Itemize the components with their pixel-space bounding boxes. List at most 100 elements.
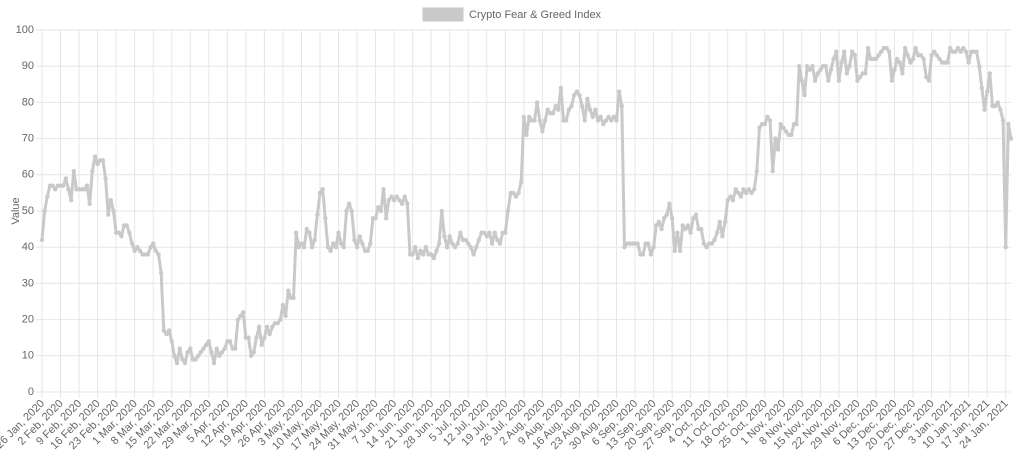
data-point [646,241,651,246]
legend-label[interactable]: Crypto Fear & Greed Index [469,9,602,21]
data-point [582,118,587,123]
data-point [116,230,121,235]
y-tick-label: 50 [22,205,34,217]
data-point [733,187,738,192]
data-point [50,183,55,188]
data-point [616,89,622,94]
data-point [905,53,910,58]
y-tick-label: 40 [22,241,34,253]
legend-swatch[interactable] [422,7,464,22]
data-point [781,125,786,130]
data-point [206,339,211,344]
data-point [222,346,227,351]
data-point [1000,118,1006,123]
data-point [45,194,50,199]
data-point [892,67,897,73]
data-point [537,118,542,123]
y-tick-label: 100 [16,24,34,36]
data-point [511,190,516,196]
data-point [601,121,606,127]
data-point [516,190,521,196]
data-point [648,252,654,257]
data-point [677,248,683,254]
data-point [966,60,971,65]
data-point [669,216,675,221]
data-point [844,71,850,76]
data-point [550,111,556,116]
data-point [619,103,625,109]
data-point [842,49,847,54]
data-point [198,349,204,355]
data-point [259,342,264,348]
data-point [521,114,527,120]
data-point [783,129,789,134]
data-point [855,78,860,83]
data-point [744,190,749,196]
data-point [953,49,958,54]
data-point [736,190,741,196]
data-point [484,234,489,239]
data-point [53,187,58,192]
data-point [934,53,940,58]
data-point [622,245,627,250]
y-tick-label: 0 [28,386,34,398]
y-tick-label: 90 [22,60,34,72]
data-point [135,245,140,250]
data-point [834,49,839,54]
data-point [111,208,116,214]
data-point [542,118,548,123]
data-point [341,245,347,250]
data-point [654,223,659,228]
data-point [532,118,537,123]
data-point [476,237,482,243]
data-point [383,216,389,221]
data-point [926,78,932,83]
data-point [913,45,918,51]
data-point [352,237,357,243]
data-point [571,92,577,98]
data-point [577,92,582,98]
data-point [368,241,373,246]
data-point [331,241,336,246]
data-point [233,346,238,351]
data-point [579,103,585,109]
data-point [524,132,529,138]
data-point [863,71,868,76]
data-point [317,190,323,196]
data-point [566,107,572,112]
data-point [873,56,879,62]
data-point [717,219,722,225]
data-point [299,241,304,246]
data-point [728,194,733,199]
data-point [84,183,90,188]
data-point [92,154,98,159]
data-point [775,147,781,152]
data-point [394,194,399,199]
data-point [71,168,76,174]
data-point [338,241,344,246]
data-point [828,67,834,73]
data-point [315,212,320,217]
data-point [172,353,177,358]
data-point [150,241,156,246]
data-point [270,324,275,330]
data-point [458,230,463,235]
data-point [778,121,783,127]
data-point [738,194,744,199]
legend[interactable]: Crypto Fear & Greed Index [422,7,602,22]
data-point [929,53,934,58]
data-point [818,67,823,73]
data-point [428,252,434,257]
data-point [640,252,646,257]
data-point [614,118,619,123]
data-point [188,346,193,351]
data-point [399,201,405,206]
data-point [421,252,426,257]
data-point [982,107,987,112]
data-point [346,201,352,206]
data-point [897,60,903,65]
data-point [606,114,611,120]
data-point [683,226,688,232]
data-point [762,121,767,127]
data-point [293,230,299,235]
